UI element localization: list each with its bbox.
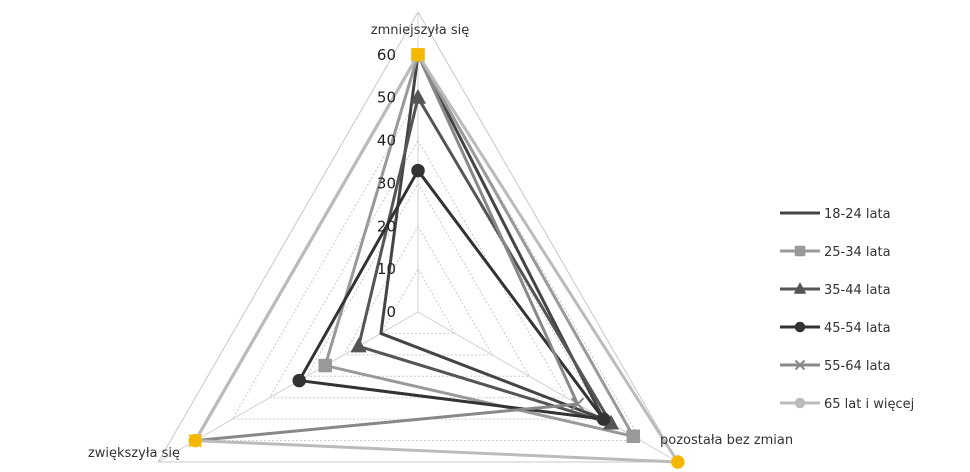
legend-item-1: 25-34 lata [780, 245, 891, 260]
legend-marker-5 [794, 397, 806, 409]
legend-label-5: 65 lat i więcej [824, 397, 914, 412]
series-5 [188, 48, 685, 469]
axis-label-pozostala: pozostała bez zmian [660, 433, 793, 448]
radial-tick-labels: 0 10 20 30 40 50 60 [377, 46, 396, 321]
series-0 [379, 53, 606, 421]
point-4-1 [570, 397, 585, 411]
series-line-1 [323, 53, 635, 438]
point-2-0 [409, 88, 427, 104]
series-layer [188, 48, 685, 469]
legend-label-1: 25-34 lata [824, 245, 891, 260]
tick-label-60: 60 [377, 46, 396, 64]
point-5-1 [671, 455, 685, 469]
grid-ring-30 [305, 182, 531, 377]
grid-ring-70 [157, 10, 679, 463]
tick-label-0: 0 [386, 303, 396, 321]
tick-label-40: 40 [377, 132, 396, 150]
legend: 18-24 lata 25-34 lata 35-44 lata 45-54 lata… [780, 207, 914, 412]
point-5-2 [188, 433, 203, 448]
legend-item-5: 65 lat i więcej [780, 397, 914, 412]
series-3 [292, 163, 611, 426]
series-line-4 [193, 53, 580, 443]
tick-label-50: 50 [377, 89, 396, 107]
axis-label-zmniejszyla: zmniejszyła się [371, 23, 469, 38]
series-line-5 [193, 53, 680, 464]
legend-marker-1 [794, 245, 806, 257]
series-line-0 [379, 53, 606, 421]
grid-spoke-2 [157, 311, 419, 463]
point-2-2 [350, 337, 367, 353]
series-line-3 [297, 169, 606, 421]
legend-marker-4 [794, 359, 806, 371]
tick-label-20: 20 [377, 217, 396, 235]
point-1-1 [626, 429, 641, 444]
legend-item-4: 55-64 lata [780, 359, 891, 374]
point-1-2 [318, 358, 332, 373]
legend-item-3: 45-54 lata [780, 321, 891, 336]
legend-label-4: 55-64 lata [824, 359, 891, 374]
legend-label-0: 18-24 lata [824, 207, 891, 222]
legend-marker-2 [793, 282, 807, 294]
legend-label-3: 45-54 lata [824, 321, 891, 336]
point-3-0 [411, 163, 425, 178]
legend-label-2: 35-44 lata [824, 283, 891, 298]
legend-marker-3 [794, 321, 806, 333]
axis-label-zwiekszyla: zwiększyła się [88, 446, 180, 461]
legend-item-0: 18-24 lata [780, 207, 891, 222]
point-3-2 [292, 373, 306, 388]
point-4-1-b [570, 397, 585, 411]
point-5-0 [411, 48, 425, 62]
tick-label-10: 10 [377, 260, 396, 278]
tick-label-30: 30 [377, 174, 396, 192]
point-3-1 [596, 412, 611, 426]
legend-marker-4-b [794, 359, 806, 371]
legend-item-2: 35-44 lata [780, 282, 891, 298]
grid-ring-10 [380, 268, 456, 334]
